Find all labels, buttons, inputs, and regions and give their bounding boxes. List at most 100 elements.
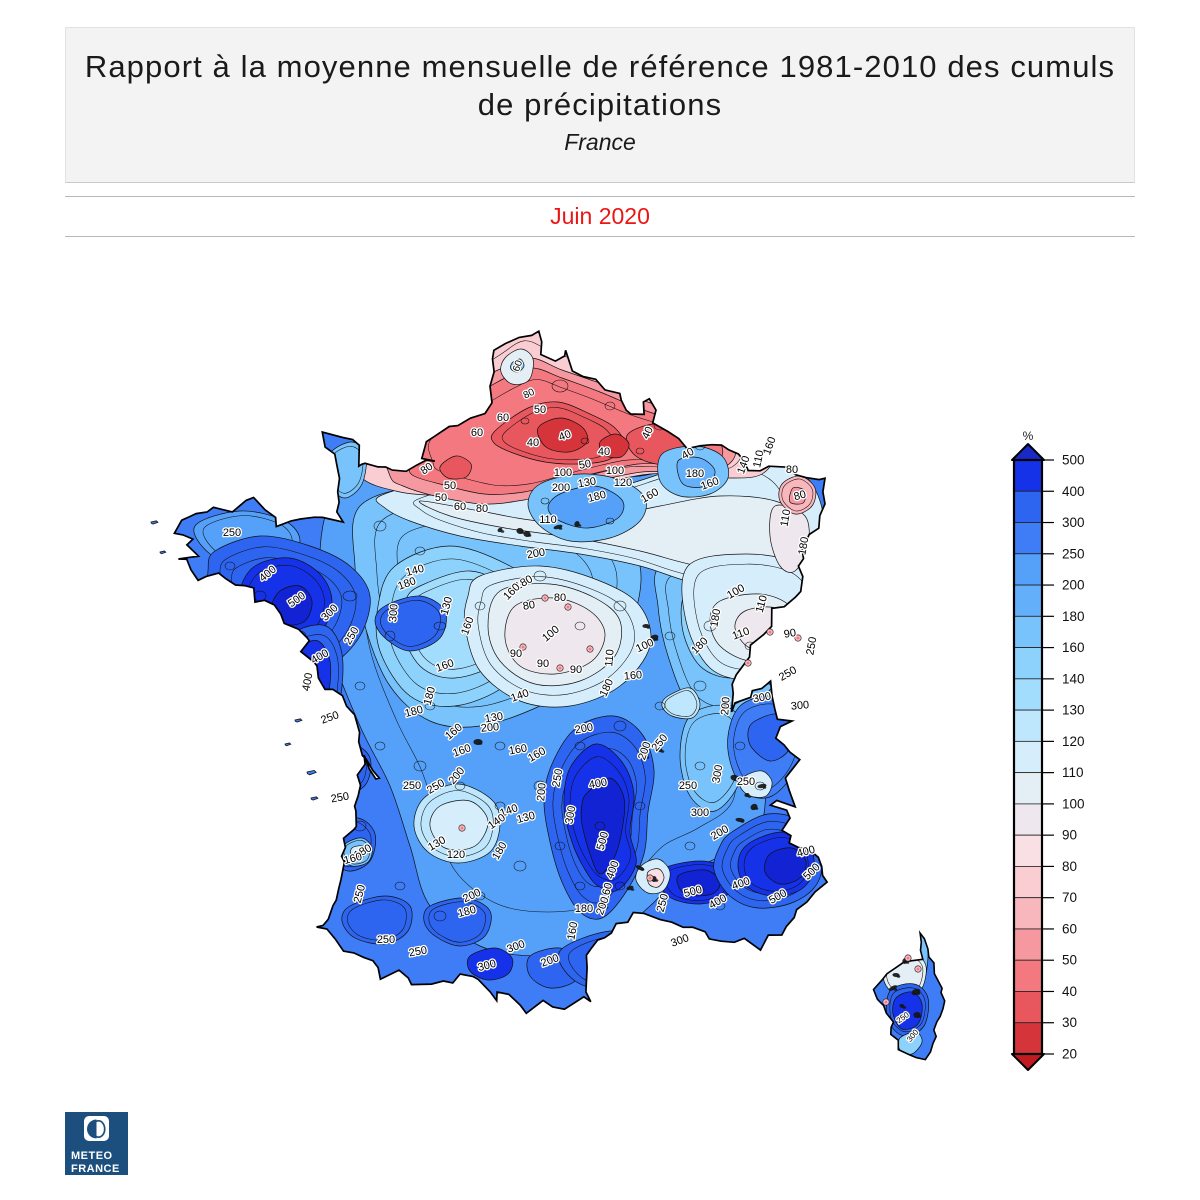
station-mark [700, 888, 705, 891]
station-mark [356, 853, 361, 856]
contour-label: 250 [408, 944, 428, 959]
contour-ring [574, 621, 586, 631]
station-mark [740, 820, 745, 823]
station-mark [478, 742, 483, 745]
logo-line-1: METEO [71, 1150, 113, 1162]
contour-zone-400 [892, 991, 923, 1030]
contour-zone-160 [510, 358, 525, 373]
map-region [174, 331, 828, 1014]
legend-segment [1013, 647, 1043, 680]
contour-ring [352, 430, 368, 442]
contour-label: 40 [598, 446, 610, 458]
station-mark [527, 534, 532, 537]
contour-label: 110 [778, 508, 793, 527]
legend-segment [1013, 522, 1043, 555]
contour-zone-90 [504, 597, 606, 675]
contour-ring [342, 590, 358, 602]
contour-label: 400 [588, 776, 608, 791]
station-mark [640, 868, 645, 871]
contour-ring [613, 720, 627, 732]
contour-ring [454, 781, 466, 791]
contour-ring [274, 651, 286, 661]
station-mark [577, 524, 582, 527]
precipitation-contour-map: 2504005003004003002504006080605040404040… [150, 329, 946, 1061]
legend-tick-label: 160 [1062, 640, 1085, 655]
legend-bar: 500 400 300 250 200 180 160 140 130 120 110 100 90 80… [1011, 443, 1085, 1071]
contour-ring [343, 839, 371, 865]
contour-label: 90 [570, 664, 582, 676]
contour-label: 160 [623, 669, 642, 683]
station-mark [646, 626, 651, 629]
station-mark [630, 888, 635, 891]
contour-zone-500 [676, 869, 721, 897]
contour-zone-120 [661, 687, 701, 720]
island [284, 742, 292, 747]
contour-label: 110 [751, 449, 766, 469]
local-minimum-core [566, 605, 570, 609]
station-mark [747, 795, 752, 798]
contour-label: 50 [435, 492, 447, 504]
legend-segment [1013, 740, 1043, 774]
contour-label: 100 [554, 467, 572, 479]
period-label: Juin 2020 [550, 203, 650, 229]
color-scale-legend: 500 400 300 250 200 180 160 140 130 120 110 100 90 80… [1011, 429, 1085, 1071]
contour-label: 160 [599, 882, 615, 903]
legend-arrow-above [1011, 443, 1045, 461]
contour-label: 250 [777, 664, 799, 684]
station-mark [654, 638, 659, 641]
contour-label: 80 [476, 503, 488, 515]
contour-ring [654, 931, 666, 941]
contour-zone-300 [374, 595, 447, 652]
contour-zone-50 [789, 487, 807, 505]
contour-ring [554, 841, 566, 851]
contour-label: 160 [565, 921, 580, 941]
contour-ring [664, 864, 728, 901]
contour-ring [574, 881, 586, 891]
contour-ring [389, 416, 401, 426]
contour-label: 60 [454, 501, 466, 513]
legend-tick-label: 300 [1062, 515, 1085, 530]
contour-zone-30 [439, 455, 472, 480]
island [150, 520, 159, 525]
contour-label: 300 [691, 807, 709, 819]
legend-bar-border [1012, 458, 1044, 1056]
contour-zone-90 [769, 504, 810, 573]
contour-label: 300 [752, 690, 772, 705]
local-minimum-core [916, 967, 920, 971]
contour-ring [703, 620, 717, 632]
contour-label: 200 [535, 782, 549, 801]
legend-tick-label: 130 [1062, 703, 1085, 718]
contour-zone-300 [317, 743, 372, 795]
contour-label: 250 [550, 768, 565, 788]
logo-text: METEO FRANCE [65, 1150, 128, 1176]
legend-unit-label: % [1023, 429, 1034, 443]
contour-ring [551, 379, 569, 393]
contour-label: 90 [510, 648, 522, 660]
contour-label: 60 [497, 412, 509, 424]
contour-ring [664, 631, 676, 641]
station-mark [558, 527, 563, 530]
contour-ring [604, 401, 616, 411]
contour-ring [428, 901, 486, 943]
contour-ring [634, 801, 646, 811]
contour-zone-400 [466, 947, 514, 981]
legend-tick-label: 40 [1062, 984, 1077, 999]
contour-label: 300 [563, 805, 578, 825]
contour-label: 250 [330, 790, 350, 805]
contour-ring [494, 741, 506, 751]
divider-top [65, 196, 1135, 197]
station-mark [905, 961, 910, 964]
contour-ring [540, 497, 550, 505]
legend-segment [1013, 709, 1043, 742]
legend-tick-label: 400 [1062, 484, 1085, 499]
contour-label: 300 [790, 699, 809, 713]
contour-zone-110 [429, 799, 489, 851]
contour-label: 100 [606, 465, 624, 477]
legend-segment [1013, 959, 1043, 992]
local-minimum-core [884, 1000, 888, 1004]
legend-tick-label: 70 [1062, 890, 1077, 905]
contour-ring [654, 701, 666, 711]
contour-zone-500 [580, 777, 626, 875]
contour-ring [374, 741, 386, 751]
legend-segment [1013, 866, 1043, 899]
